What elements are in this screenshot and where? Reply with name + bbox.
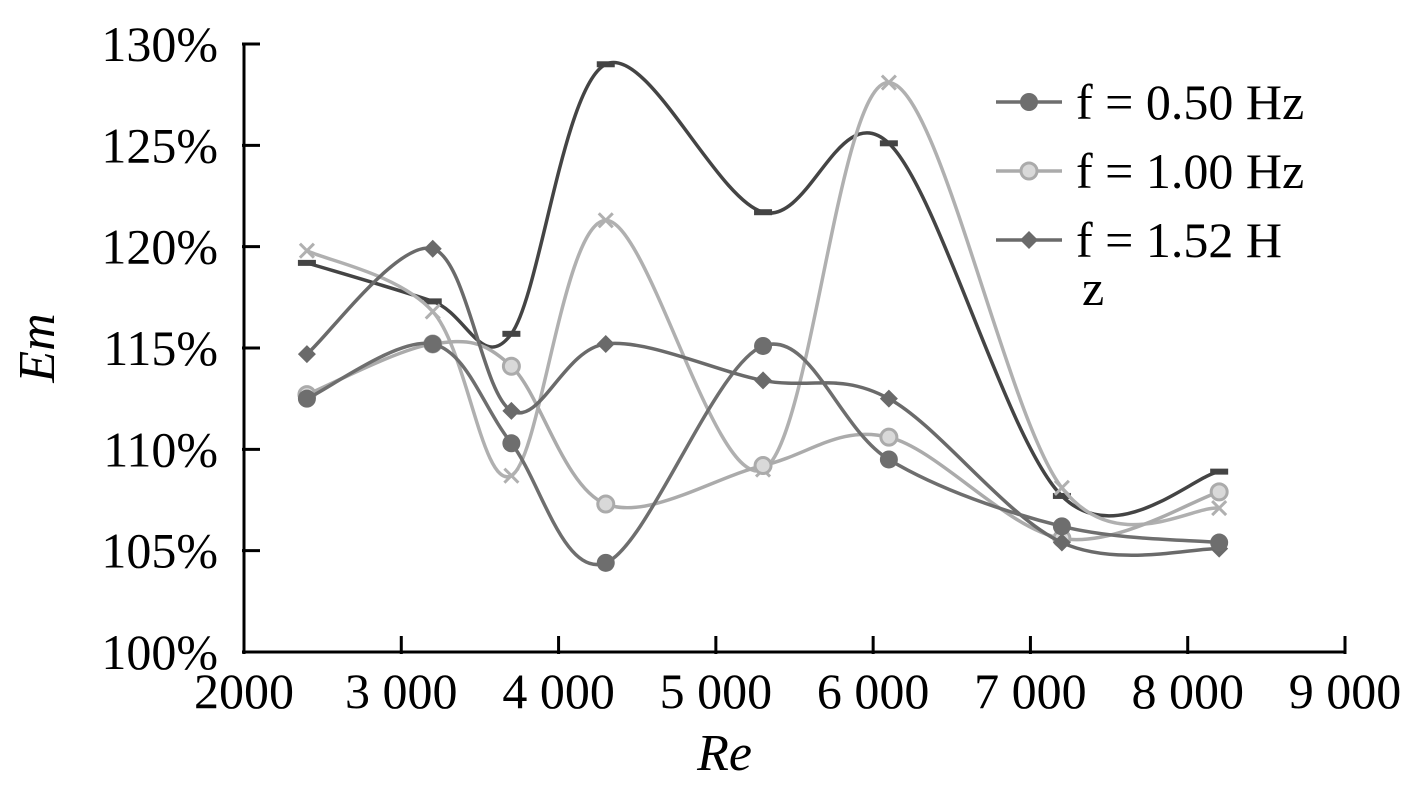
y-ticks: 100% 105% 110% 115% 120% 125% 130%: [101, 16, 260, 680]
series-4-marker: [1052, 492, 1071, 499]
series-5-marker: [503, 467, 520, 484]
series-1-line: [306, 341, 1220, 567]
series-2: [297, 334, 1229, 549]
series-1-marker: [1052, 517, 1071, 536]
series-5-marker-stroke: [1053, 479, 1070, 496]
series-5-marker-stroke: [880, 74, 897, 91]
legend-item-1: f = 0.50 Hz: [996, 74, 1304, 130]
legend-label: f = 0.50 Hz: [1076, 74, 1304, 130]
series-4-marker: [596, 61, 615, 68]
series-3-marker: [879, 389, 898, 408]
legend-label: z: [1082, 260, 1104, 316]
series-5-marker: [880, 74, 897, 91]
series-1-marker: [754, 336, 773, 355]
y-tick-label: 115%: [103, 320, 218, 376]
series-5: [298, 74, 1228, 527]
y-tick-label: 120%: [101, 219, 218, 275]
series-5-marker: [597, 212, 614, 229]
series-5-marker: [1211, 500, 1228, 517]
series-2-marker: [596, 494, 616, 514]
series-1-marker: [423, 334, 442, 353]
x-ticks: 2000 3 000 4 000 5 000 6 000 7 000 8 000 9 000: [194, 636, 1401, 719]
series-4-marker: [423, 298, 442, 305]
legend-label: f = 1.00 Hz: [1076, 143, 1304, 199]
y-axis-title: Em: [9, 313, 66, 383]
x-tick-label: 3 000: [345, 663, 458, 719]
x-tick-label: 5 000: [660, 663, 773, 719]
y-tick-label: 110%: [103, 421, 218, 477]
series-3-marker: [596, 334, 615, 353]
y-tick-label: 105%: [101, 523, 218, 579]
series-1-marker: [297, 389, 316, 408]
series-5-marker-stroke: [597, 212, 614, 229]
series-5-marker-stroke: [1211, 500, 1228, 517]
series-1-marker: [1210, 533, 1229, 552]
series-1-marker: [879, 450, 898, 469]
legend-label: f = 1.52 H: [1076, 212, 1282, 268]
x-tick-label: 7 000: [974, 663, 1087, 719]
series-2-marker: [1209, 482, 1229, 502]
x-tick-label: 6 000: [817, 663, 930, 719]
legend-item-3: f = 1.52 Hz: [996, 212, 1282, 316]
series-2-marker: [879, 427, 899, 447]
legend-item-2: f = 1.00 Hz: [996, 143, 1304, 199]
series-5-marker-stroke: [424, 303, 441, 320]
series-3-marker: [502, 401, 521, 420]
series-4-line: [306, 60, 1220, 518]
legend-swatch-marker: [1019, 161, 1039, 181]
series-layer: [297, 60, 1229, 572]
series-1: [297, 334, 1229, 572]
series-5-marker-stroke: [298, 242, 315, 259]
series-2-marker: [501, 356, 521, 376]
legend-swatch-marker: [1020, 93, 1038, 111]
series-3-marker: [297, 345, 316, 364]
x-tick-label: 9 000: [1289, 663, 1402, 719]
series-4-marker: [754, 209, 773, 216]
series-4-marker: [1210, 468, 1229, 475]
series-5-marker: [424, 303, 441, 320]
series-4-marker: [297, 259, 316, 266]
series-3: [297, 239, 1229, 558]
x-tick-label: 8 000: [1131, 663, 1244, 719]
series-4-marker: [879, 140, 898, 147]
series-1-marker: [502, 434, 521, 453]
series-5-marker: [1053, 479, 1070, 496]
legend: f = 0.50 Hz f = 1.00 Hz f = 1.52 Hz: [996, 74, 1304, 316]
series-5-marker: [298, 242, 315, 259]
legend-swatch-marker: [1020, 231, 1038, 249]
x-axis-title: Re: [696, 725, 752, 782]
y-tick-label: 100%: [101, 624, 218, 680]
series-3-marker: [754, 371, 773, 390]
series-5-marker-stroke: [503, 467, 520, 484]
y-tick-label: 130%: [101, 16, 218, 72]
series-4-marker: [502, 330, 521, 337]
x-tick-label: 4 000: [502, 663, 615, 719]
series-3-marker: [423, 239, 442, 258]
series-3-marker: [1052, 533, 1071, 552]
series-2-marker: [753, 456, 773, 476]
axes: 100% 105% 110% 115% 120% 125% 130% 2000 3 000 4 …: [101, 16, 1401, 719]
series-5-line: [306, 80, 1220, 527]
series-3-line: [305, 246, 1220, 557]
series-4: [297, 60, 1229, 518]
series-1-marker: [596, 553, 615, 572]
x-tick-label: 2000: [194, 663, 294, 719]
y-tick-label: 125%: [101, 117, 218, 173]
